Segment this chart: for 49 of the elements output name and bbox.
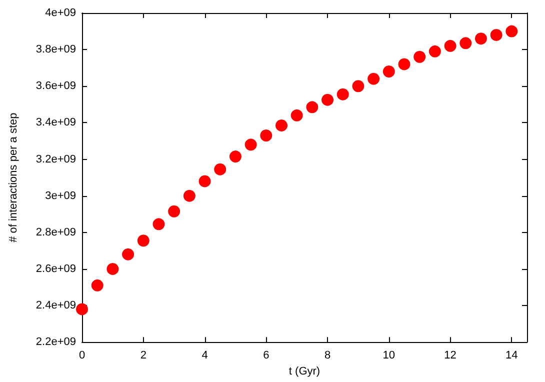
y-tick-label: 3e+09 [45, 190, 76, 202]
x-tick-label: 10 [382, 350, 396, 362]
point [444, 40, 456, 52]
point [368, 72, 380, 85]
y-tick-label: 2.6e+09 [36, 262, 76, 275]
y-tick-label: 2.2e+09 [36, 336, 76, 348]
x-tick-label: 2 [140, 350, 146, 362]
point [260, 130, 272, 142]
point [137, 234, 150, 247]
point [229, 150, 242, 163]
point [152, 218, 165, 230]
x-tick-label: 12 [444, 350, 456, 362]
x-tick-label: 8 [324, 350, 331, 362]
point [322, 94, 334, 106]
point [414, 50, 426, 63]
y-tick-label: 3.6e+09 [36, 80, 76, 92]
x-tick-label: 4 [202, 350, 208, 362]
point [474, 32, 487, 45]
x-axis-title: t (Gyr) [288, 366, 320, 378]
y-tick-label: 3.2e+09 [36, 153, 76, 166]
point [168, 205, 180, 218]
x-tick-label: 0 [78, 350, 86, 362]
point [275, 119, 288, 132]
y-axis-title: # of interactions per a step [8, 112, 20, 242]
x-tick-label: 6 [263, 350, 270, 362]
point [490, 28, 502, 41]
x-tick-label: 14 [506, 350, 518, 362]
point [306, 101, 318, 114]
point [183, 190, 196, 202]
y-tick-label: 2.4e+09 [36, 300, 76, 312]
point [122, 248, 134, 260]
point [428, 45, 441, 58]
y-tick-label: 2.8e+09 [36, 226, 76, 238]
point [198, 175, 211, 188]
y-tick-label: 4e+09 [45, 7, 76, 19]
point [506, 25, 518, 38]
y-tick-label: 3.4e+09 [36, 116, 76, 129]
point [352, 80, 364, 92]
point [336, 88, 349, 100]
point [91, 279, 104, 292]
point [398, 58, 410, 70]
y-tick-label: 3.8e+09 [36, 44, 76, 56]
point [460, 37, 472, 50]
point [290, 109, 303, 122]
point [244, 138, 257, 151]
point [214, 163, 226, 176]
point [76, 303, 88, 316]
point [382, 66, 395, 78]
point [106, 262, 119, 275]
